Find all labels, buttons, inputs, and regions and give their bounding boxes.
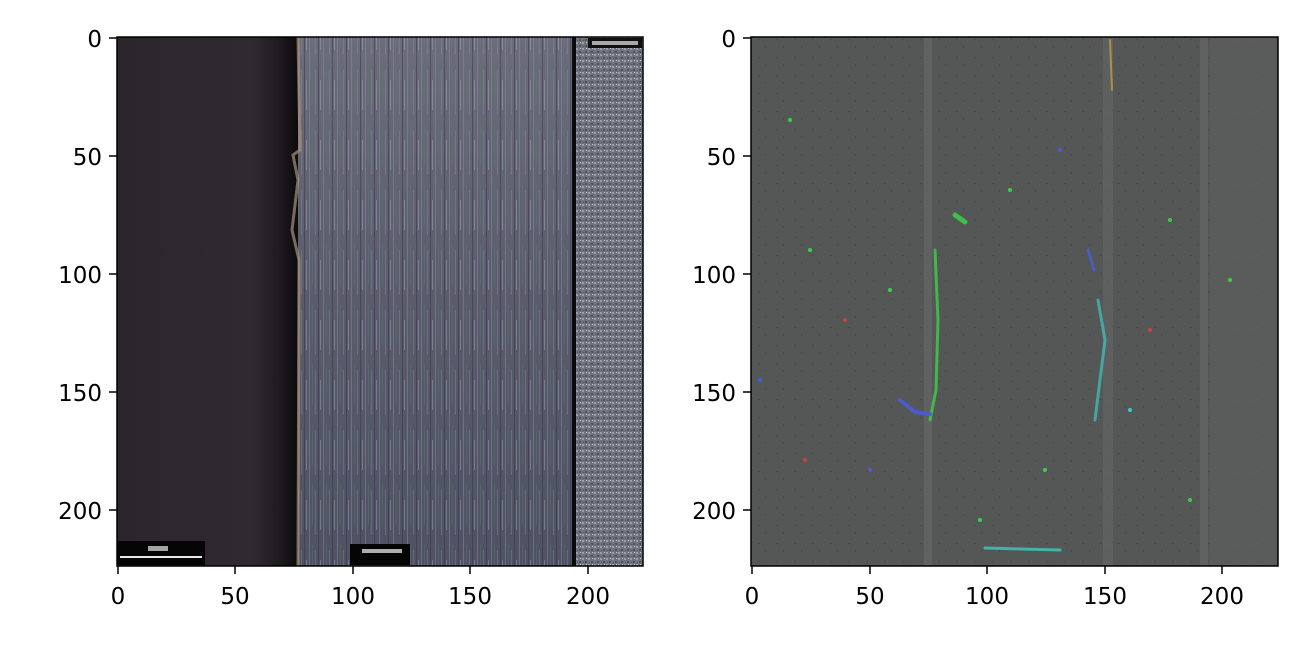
right-axes-frame <box>750 36 1279 567</box>
right-y-tick-label: 0 <box>721 27 736 53</box>
right-x-tick-label: 200 <box>1200 584 1244 610</box>
left-x-axis: 0 50 100 150 200 <box>111 566 610 610</box>
right-image <box>751 37 1278 566</box>
left-x-tick-label: 50 <box>220 584 249 610</box>
left-y-axis: 0 50 100 150 200 <box>58 27 117 525</box>
left-axes-frame <box>116 36 644 567</box>
left-x-tick-label: 200 <box>566 584 610 610</box>
left-x-tick-label: 150 <box>448 584 492 610</box>
left-y-tick-label: 50 <box>73 145 102 171</box>
left-y-tick-label: 150 <box>58 381 102 407</box>
right-y-axis: 0 50 100 150 200 <box>692 27 751 525</box>
left-x-tick-label: 0 <box>111 584 126 610</box>
left-y-tick-label: 100 <box>58 263 102 289</box>
right-y-tick-label: 50 <box>707 145 736 171</box>
right-y-tick-label: 100 <box>692 263 736 289</box>
right-y-tick-label: 150 <box>692 381 736 407</box>
right-x-tick-label: 0 <box>745 584 760 610</box>
right-speckles <box>758 39 1232 552</box>
right-x-tick-label: 100 <box>965 584 1009 610</box>
right-x-tick-label: 150 <box>1083 584 1127 610</box>
left-y-tick-label: 200 <box>58 499 102 525</box>
right-x-axis: 0 50 100 150 200 <box>745 566 1244 610</box>
left-panel: 0 50 100 150 200 0 50 100 150 200 <box>58 27 644 610</box>
left-y-tick-label: 0 <box>87 27 102 53</box>
right-x-tick-label: 50 <box>855 584 884 610</box>
right-y-tick-label: 200 <box>692 499 736 525</box>
left-image <box>117 36 643 567</box>
left-x-tick-label: 100 <box>331 584 375 610</box>
right-panel: 0 50 100 150 200 0 50 100 150 200 <box>692 27 1279 610</box>
